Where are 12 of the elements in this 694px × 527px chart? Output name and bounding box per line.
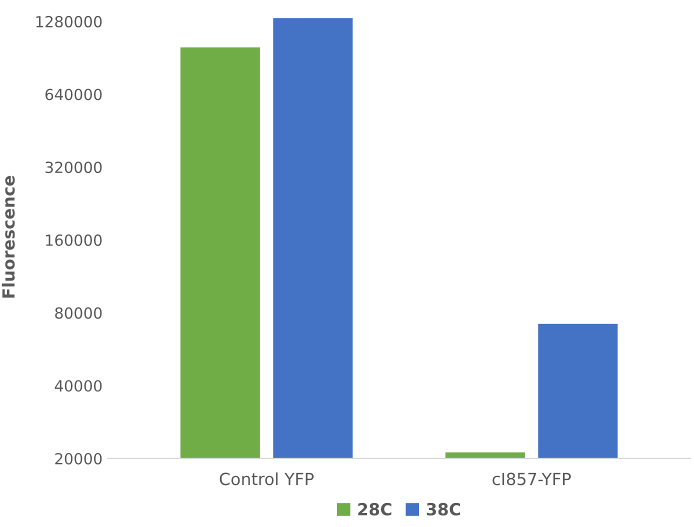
y-tick-label: 40000 (54, 380, 102, 392)
y-tick-label: 160000 (46, 234, 102, 246)
y-axis-title: Fluorescence (2, 176, 15, 298)
y-tick-label: 1280000 (36, 16, 102, 28)
y-tick-label: 320000 (46, 162, 102, 174)
y-tick-label: 80000 (55, 307, 102, 319)
y-tick-label: 640000 (45, 88, 102, 100)
x-tick-label: Control YFP (220, 472, 314, 486)
x-tick-label: cI857-YFP (492, 472, 571, 486)
y-tick-label: 20000 (55, 452, 102, 465)
legend-label: 28C (358, 502, 392, 516)
legend-label: 38C (426, 502, 460, 516)
